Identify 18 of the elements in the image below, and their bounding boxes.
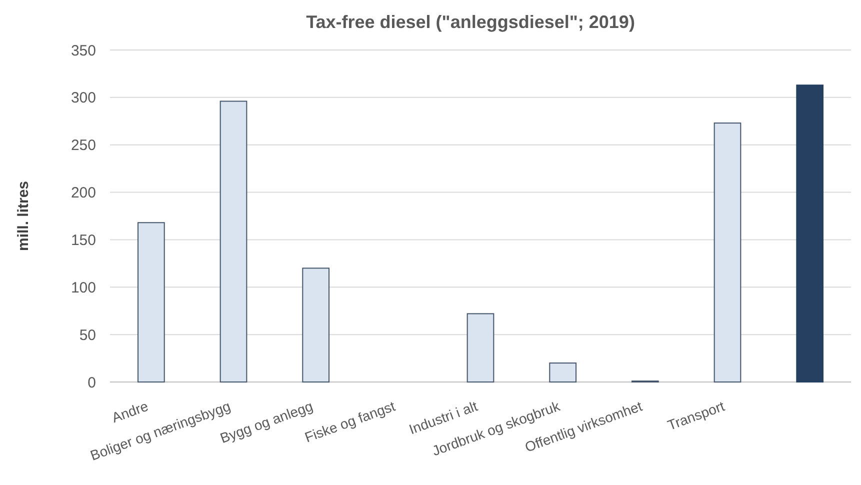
y-tick-label: 0 bbox=[88, 374, 96, 392]
y-tick-label: 50 bbox=[79, 326, 96, 344]
y-tick-label: 350 bbox=[70, 42, 96, 60]
y-tick-label: 300 bbox=[70, 90, 96, 107]
bar bbox=[137, 222, 165, 382]
bar bbox=[302, 268, 330, 382]
y-tick-label: 150 bbox=[70, 232, 96, 249]
bar bbox=[714, 122, 742, 382]
bar bbox=[796, 84, 824, 382]
y-tick-label: 250 bbox=[70, 137, 96, 154]
bar bbox=[549, 362, 577, 382]
chart-title: Tax-free diesel ("anleggsdiesel"; 2019) bbox=[306, 12, 635, 32]
y-axis-title: mill. litres bbox=[15, 180, 32, 252]
y-tick-label: 100 bbox=[70, 279, 96, 296]
bar bbox=[466, 313, 494, 382]
x-tick-label: Andre bbox=[110, 398, 150, 426]
bar bbox=[220, 100, 248, 382]
y-tick-label: 200 bbox=[70, 184, 96, 202]
